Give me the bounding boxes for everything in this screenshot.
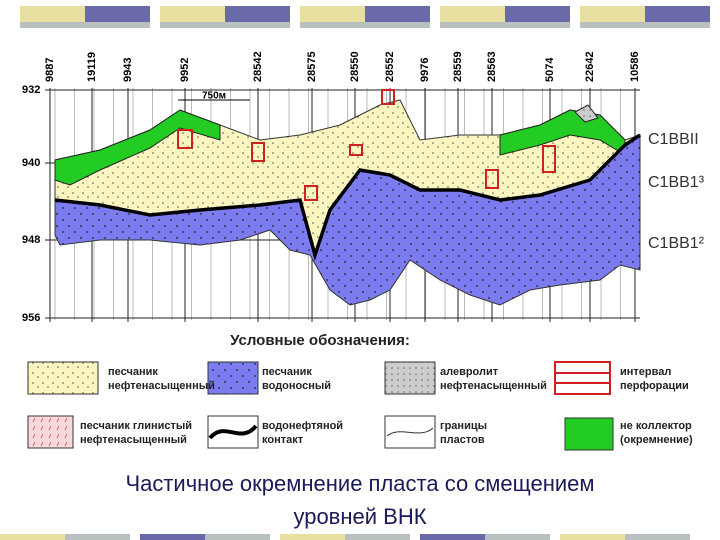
depth-label: 932: [22, 84, 40, 96]
legend-text: не коллектор: [620, 420, 692, 432]
legend-text: пластов: [440, 434, 485, 446]
well-label: 9943: [122, 58, 134, 82]
well-label: 28559: [452, 51, 464, 82]
legend-text: перфорации: [620, 380, 689, 392]
depth-label: 948: [22, 234, 40, 246]
legend-text: водоносный: [262, 380, 331, 392]
stripe: [0, 534, 65, 540]
stripe: [580, 22, 710, 28]
stripe: [560, 534, 625, 540]
stripe: [140, 534, 205, 540]
well-label: 9887: [44, 58, 56, 82]
stripe: [65, 534, 130, 540]
stripe: [160, 22, 290, 28]
stripe: [205, 534, 270, 540]
legend-text: границы: [440, 420, 487, 432]
legend-title: Условные обозначения:: [230, 332, 410, 349]
stripe: [365, 6, 430, 22]
perforations: [177, 89, 556, 201]
legend-text: нефтенасыщенный: [440, 380, 547, 392]
stripe: [440, 6, 505, 22]
stripe: [345, 534, 410, 540]
stripe: [580, 6, 645, 22]
well-label: 19119: [86, 52, 98, 82]
scale-label: 750м: [202, 91, 226, 102]
well-label: 9976: [419, 58, 431, 82]
legend-text: песчаник: [108, 366, 158, 378]
decor-stripes: [0, 6, 710, 540]
well-label: 22642: [584, 51, 596, 82]
stripe: [85, 6, 150, 22]
silica-zone: [54, 109, 221, 186]
well-label: 28563: [486, 51, 498, 82]
stripe: [20, 6, 85, 22]
legend-text: песчаник: [262, 366, 312, 378]
well-label: 10586: [629, 51, 641, 82]
siltstone: [574, 104, 599, 123]
layer-label: С1ВВII: [648, 131, 699, 148]
legend-text: контакт: [262, 434, 304, 446]
depth-label: 956: [22, 312, 40, 324]
legend-text: водонефтяной: [262, 420, 343, 432]
stripe: [280, 534, 345, 540]
stripe: [645, 6, 710, 22]
well-label: 5074: [544, 57, 556, 82]
owc-line: [54, 133, 641, 262]
legend: песчаник нефтенасыщенный песчаник водоносны…: [27, 361, 693, 451]
well-label: 9952: [179, 58, 191, 82]
stripe: [440, 22, 570, 28]
cross-section: 9887 19119 9943 9952 28542 28575 28550 28552 997…: [20, 34, 705, 330]
well-label: 28575: [306, 51, 318, 82]
stripe: [485, 534, 550, 540]
stripe: [300, 6, 365, 22]
stripe: [20, 22, 150, 28]
stripe: [160, 6, 225, 22]
well-label: 28552: [384, 51, 396, 82]
layer-label: С1ВВ1³: [648, 174, 705, 191]
legend-text: песчаник глинистый: [80, 420, 192, 432]
legend-text: алевролит: [440, 366, 499, 378]
depth-label: 940: [22, 157, 40, 169]
well-label: 28550: [349, 51, 361, 82]
stripe: [625, 534, 690, 540]
legend-text: (окремнение): [620, 434, 693, 446]
legend-text: интервал: [620, 366, 671, 378]
layer-label: С1ВВ1²: [648, 235, 705, 252]
stripe: [300, 22, 430, 28]
legend-text: нефтенасыщенный: [80, 434, 187, 446]
legend-text: нефтенасыщенный: [108, 380, 215, 392]
stripe: [225, 6, 290, 22]
caption: Частичное окремнение пласта со смещением: [125, 471, 594, 496]
well-label: 28542: [252, 51, 264, 82]
caption: уровней ВНК: [293, 504, 426, 529]
stripe: [420, 534, 485, 540]
stripe: [505, 6, 570, 22]
